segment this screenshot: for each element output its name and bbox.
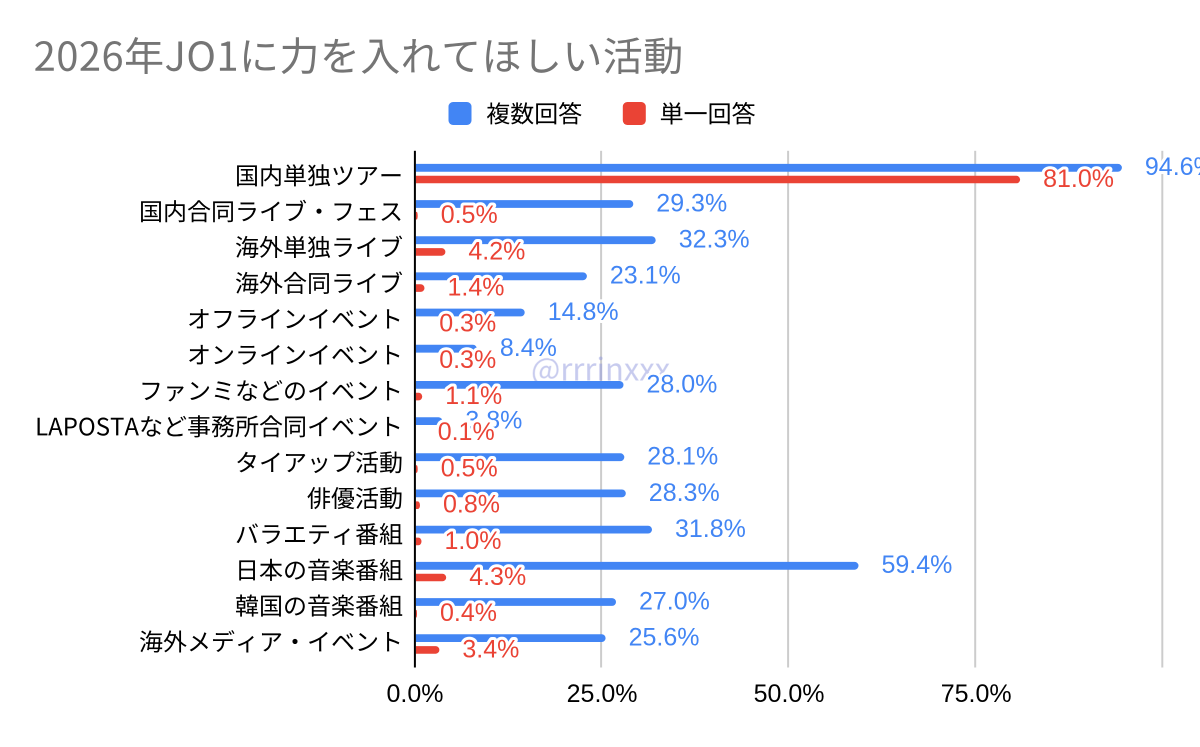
svg-text:0.5%: 0.5% [441,201,498,229]
svg-text:0.5%: 0.5% [441,454,498,482]
svg-text:59.4%: 59.4% [882,551,953,579]
svg-text:29.3%: 29.3% [656,189,727,217]
svg-text:0.4%: 0.4% [440,599,497,627]
svg-text:14.8%: 14.8% [548,298,619,326]
svg-text:32.3%: 32.3% [679,226,750,254]
svg-text:94.6%: 94.6% [1145,153,1200,181]
svg-text:0.1%: 0.1% [438,418,495,446]
svg-text:1.1%: 1.1% [445,382,502,410]
svg-text:0.3%: 0.3% [439,310,496,338]
svg-text:81.0%: 81.0% [1043,165,1114,193]
svg-text:0.0%: 0.0% [387,680,444,708]
svg-text:28.1%: 28.1% [647,443,718,471]
svg-text:4.2%: 4.2% [468,237,525,265]
svg-text:1.4%: 1.4% [448,274,505,302]
svg-text:0.8%: 0.8% [443,491,500,519]
svg-text:31.8%: 31.8% [675,515,746,543]
svg-text:23.1%: 23.1% [610,262,681,290]
svg-text:28.0%: 28.0% [647,370,718,398]
svg-text:0.3%: 0.3% [439,346,496,374]
svg-text:27.0%: 27.0% [639,587,710,615]
svg-text:50.0%: 50.0% [754,680,825,708]
svg-text:4.3%: 4.3% [469,563,526,591]
svg-text:28.3%: 28.3% [649,479,720,507]
svg-text:3.8%: 3.8% [465,407,522,435]
svg-text:25.6%: 25.6% [629,624,700,652]
svg-text:25.0%: 25.0% [567,680,638,708]
svg-text:75.0%: 75.0% [941,680,1012,708]
svg-text:3.4%: 3.4% [462,635,519,663]
svg-text:1.0%: 1.0% [445,527,502,555]
svg-text:8.4%: 8.4% [500,334,557,362]
